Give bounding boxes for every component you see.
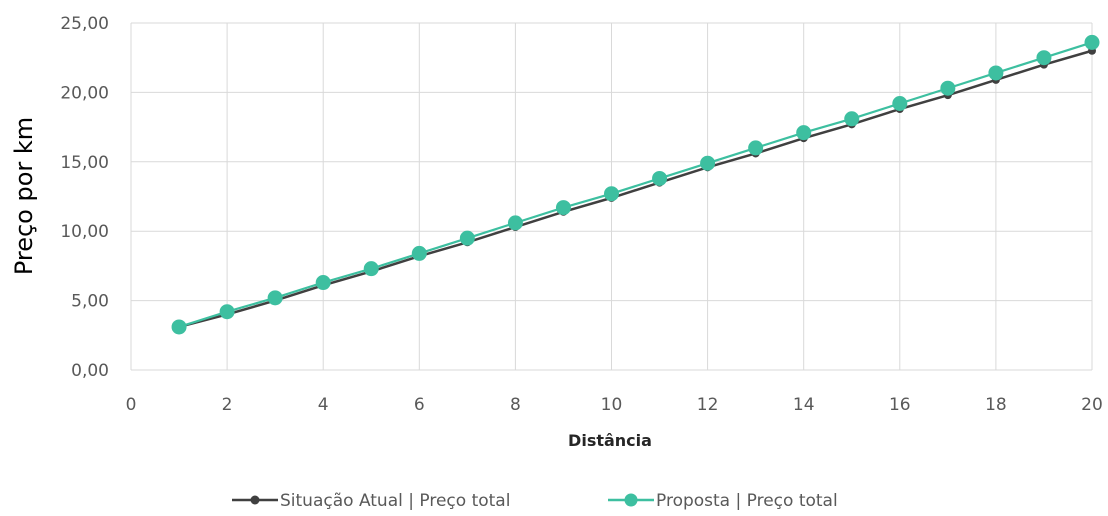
legend-label: Proposta | Preço total: [656, 491, 838, 511]
x-tick-label: 2: [222, 395, 233, 415]
y-tick-label: 15,00: [60, 153, 109, 173]
legend-item-2: Proposta | Preço total: [608, 491, 838, 511]
legend: Situação Atual | Preço total Proposta | P…: [232, 491, 838, 511]
data-point: [700, 155, 716, 171]
data-point: [1084, 34, 1100, 50]
x-tick-label: 10: [601, 395, 623, 415]
data-point: [940, 80, 956, 96]
y-tick-label: 10,00: [60, 222, 109, 242]
series-1: [175, 46, 1096, 331]
data-point: [459, 230, 475, 246]
x-tick-label: 0: [126, 395, 137, 415]
legend-marker: [250, 495, 260, 505]
data-point: [1036, 50, 1052, 66]
x-tick-label: 8: [510, 395, 521, 415]
data-point: [748, 140, 764, 156]
x-tick-label: 12: [697, 395, 719, 415]
data-point: [604, 186, 619, 202]
data-point: [796, 125, 812, 141]
x-tick-label: 14: [793, 395, 815, 415]
data-point: [555, 200, 571, 216]
series-line: [178, 49, 1093, 329]
y-axis-label: Preço por km: [10, 117, 38, 275]
x-tick-label: 20: [1081, 395, 1103, 415]
y-tick-label: 5,00: [71, 292, 109, 312]
series-line: [178, 41, 1093, 329]
data-point: [507, 215, 523, 231]
data-point: [315, 275, 331, 291]
series-2: [171, 34, 1100, 335]
legend-item-1: Situação Atual | Preço total: [232, 491, 510, 511]
data-point: [267, 290, 283, 306]
data-point: [363, 261, 379, 277]
data-point: [844, 111, 860, 127]
y-tick-label: 20,00: [60, 83, 109, 103]
y-tick-label: 25,00: [60, 14, 109, 34]
x-tick-label: 4: [318, 395, 329, 415]
legend-marker: [624, 493, 638, 507]
data-point: [411, 245, 427, 261]
data-point: [892, 96, 908, 112]
y-tick-label: 0,00: [71, 361, 109, 381]
x-axis-ticks: 0 2 4 6 8 10 12 14 16 18 20: [126, 395, 1103, 415]
series-group: [171, 34, 1100, 335]
x-tick-label: 6: [414, 395, 425, 415]
data-point: [652, 170, 668, 186]
y-axis-ticks: 0,00 5,00 10,00 15,00 20,00 25,00: [60, 14, 109, 381]
data-point: [219, 304, 235, 320]
x-tick-label: 18: [985, 395, 1007, 415]
x-tick-label: 16: [889, 395, 911, 415]
data-point: [988, 65, 1004, 81]
data-point: [171, 319, 187, 335]
legend-label: Situação Atual | Preço total: [280, 491, 510, 511]
grid: [130, 22, 1093, 371]
x-axis-label: Distância: [568, 431, 652, 450]
